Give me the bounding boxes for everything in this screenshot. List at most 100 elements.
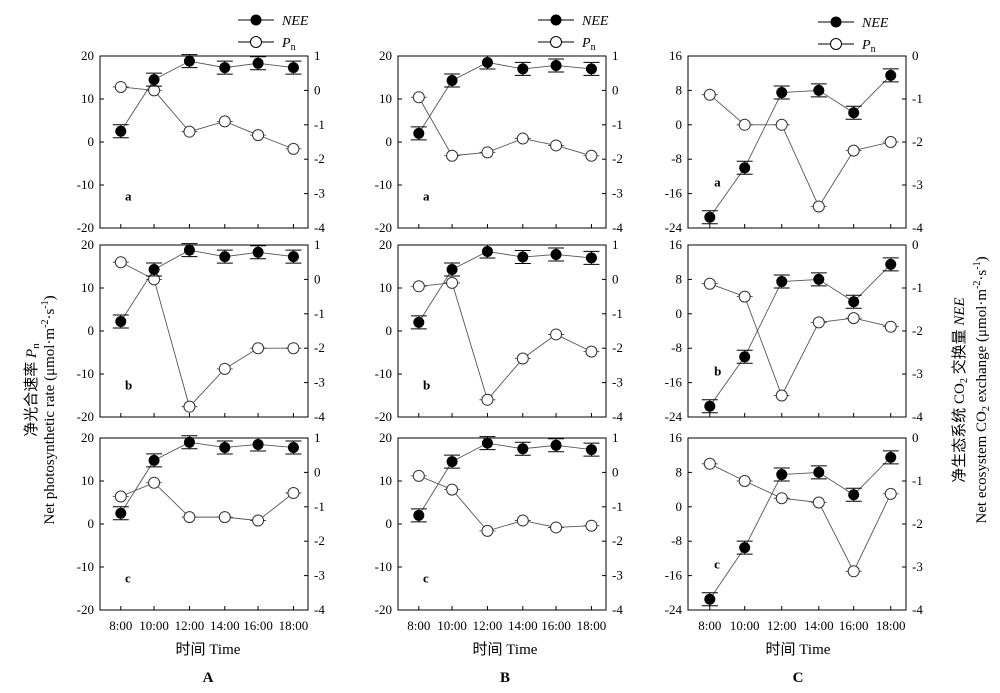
pn-point xyxy=(812,200,825,213)
right-tick-label: -4 xyxy=(912,220,923,235)
left-tick-label: -10 xyxy=(375,559,392,574)
pn-point xyxy=(148,476,161,489)
right-tick-label: -1 xyxy=(912,91,923,106)
pn-point xyxy=(775,389,788,402)
left-tick-label: 16 xyxy=(669,48,683,63)
left-tick-label: -20 xyxy=(77,602,94,617)
left-tick-label: -10 xyxy=(77,366,94,381)
nee-point xyxy=(287,441,299,453)
pn-point xyxy=(412,469,425,482)
pn-point xyxy=(252,342,265,355)
nee-point xyxy=(413,127,425,139)
panel-label: a xyxy=(423,188,430,203)
nee-point xyxy=(446,264,458,276)
plot-frame xyxy=(397,437,607,611)
left-tick-label: 20 xyxy=(81,237,94,252)
pn-point xyxy=(847,565,860,578)
x-tick-label: 16:00 xyxy=(839,618,869,633)
nee-point xyxy=(585,252,597,264)
group-label-B: B xyxy=(500,670,510,686)
x-axis-title-A: 时间 Time xyxy=(176,641,241,658)
group-label-A: A xyxy=(203,670,214,686)
left-tick-label: -20 xyxy=(375,220,392,235)
x-tick-label: 16:00 xyxy=(243,618,273,633)
nee-point xyxy=(848,489,860,501)
legend-item-nee: NEE xyxy=(238,14,309,29)
legend-nee-marker xyxy=(550,14,562,26)
right-tick-label: -1 xyxy=(612,499,623,514)
nee-point xyxy=(848,107,860,119)
right-tick-label: 0 xyxy=(912,430,919,445)
plot-frame xyxy=(687,437,907,611)
right-tick-label: -4 xyxy=(314,409,325,424)
panel-label: c xyxy=(714,557,720,572)
left-tick-label: -16 xyxy=(665,568,683,583)
right-tick-label: 0 xyxy=(912,237,919,252)
nee-point xyxy=(739,162,751,174)
nee-point xyxy=(813,273,825,285)
right-tick-label: -2 xyxy=(912,134,923,149)
panel-label: c xyxy=(125,570,131,585)
right-tick-label: -2 xyxy=(912,516,923,531)
pn-point xyxy=(114,80,127,93)
nee-point xyxy=(550,439,562,451)
nee-point xyxy=(517,63,529,75)
pn-series-line xyxy=(709,283,891,397)
x-tick-label: 18:00 xyxy=(876,618,906,633)
pn-point xyxy=(550,139,563,152)
pn-series-line xyxy=(418,475,592,532)
nee-point xyxy=(885,69,897,81)
nee-point xyxy=(219,441,231,453)
right-tick-label: -1 xyxy=(314,306,325,321)
nee-point xyxy=(148,264,160,276)
legend-item-nee: NEE xyxy=(818,16,889,31)
pn-point xyxy=(446,276,459,289)
left-tick-label: 0 xyxy=(676,117,683,132)
nee-point xyxy=(413,316,425,328)
right-tick-label: -4 xyxy=(314,602,325,617)
x-tick-label: 14:00 xyxy=(210,618,240,633)
pn-point xyxy=(183,125,196,138)
nee-point xyxy=(517,443,529,455)
right-tick-label: -1 xyxy=(612,306,623,321)
legend-pn-marker xyxy=(250,36,262,48)
panel-C-c: 16 8 0 -8 -16 -24 0 -1 -2 -3 -4 8:00 10:00 12:00 14:00… xyxy=(665,430,924,633)
nee-point xyxy=(446,75,458,87)
nee-point xyxy=(517,251,529,263)
nee-point xyxy=(885,451,897,463)
pn-point xyxy=(585,345,598,358)
pn-point xyxy=(183,511,196,524)
nee-series-line xyxy=(418,250,592,323)
x-tick-label: 18:00 xyxy=(577,618,607,633)
pn-series-line xyxy=(418,97,592,157)
svg-text:净光合速率 Pn: 净光合速率 Pn xyxy=(23,343,42,437)
left-tick-label: 10 xyxy=(81,91,94,106)
pn-point xyxy=(287,342,300,355)
nee-point xyxy=(813,466,825,478)
right-tick-label: -2 xyxy=(314,533,325,548)
pn-point xyxy=(585,519,598,532)
nee-point xyxy=(550,248,562,260)
right-tick-label: 0 xyxy=(912,48,919,63)
nee-point xyxy=(115,507,127,519)
nee-point xyxy=(481,245,493,257)
right-tick-label: 0 xyxy=(314,464,321,479)
pn-point xyxy=(585,149,598,162)
pn-point xyxy=(738,290,751,303)
x-tick-label: 14:00 xyxy=(508,618,538,633)
nee-point xyxy=(413,509,425,521)
left-tick-label: -20 xyxy=(375,409,392,424)
legend-item-pn: Pn xyxy=(538,36,596,53)
left-tick-label: -8 xyxy=(671,151,682,166)
legend-nee-marker xyxy=(250,14,262,26)
legend-nee-label: NEE xyxy=(581,14,609,29)
left-tick-label: -24 xyxy=(665,602,683,617)
pn-series-line xyxy=(120,86,294,150)
pn-point xyxy=(481,393,494,406)
pn-point xyxy=(775,492,788,505)
